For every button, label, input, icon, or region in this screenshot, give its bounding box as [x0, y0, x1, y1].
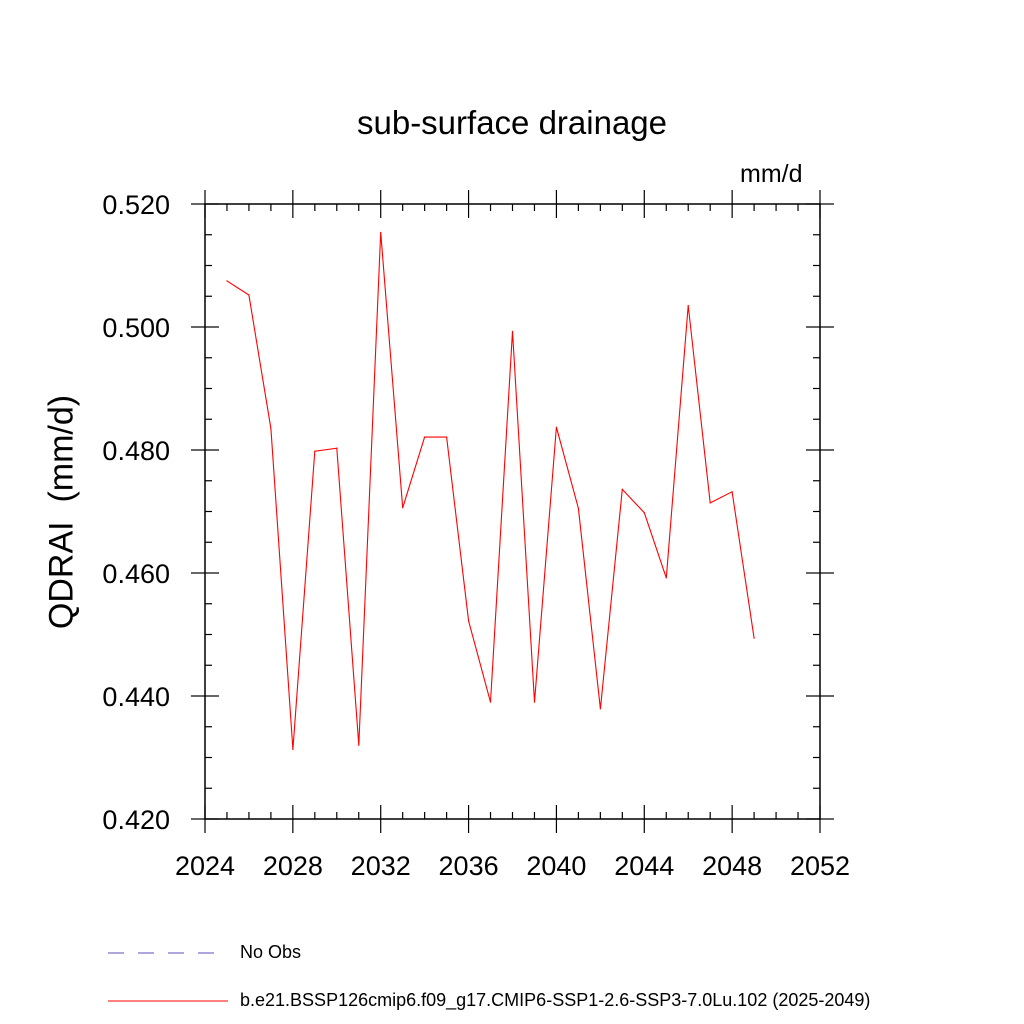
data-point — [665, 577, 667, 579]
data-point — [577, 507, 579, 510]
y-axis-label: QDRAI (mm/d) — [42, 394, 81, 630]
y-tick-label: 0.420 — [102, 805, 170, 835]
series-layer — [226, 231, 755, 751]
data-point — [292, 748, 294, 751]
data-point — [555, 426, 558, 428]
data-point — [731, 491, 733, 493]
data-point — [248, 294, 250, 296]
data-point — [270, 427, 272, 430]
data-point — [314, 450, 316, 452]
legend-label-model: b.e21.BSSP126cmip6.f09_g17.CMIP6-SSP1-2.… — [240, 990, 871, 1010]
data-point — [621, 488, 623, 490]
data-point — [643, 512, 645, 514]
data-point — [467, 620, 470, 622]
axis-ticks — [191, 190, 834, 833]
data-point — [336, 447, 338, 449]
data-point — [511, 330, 514, 332]
y-tick-label: 0.500 — [102, 313, 170, 343]
data-point — [380, 231, 382, 233]
x-tick-label: 2052 — [790, 851, 850, 881]
x-tick-label: 2024 — [175, 851, 235, 881]
chart-title: sub-surface drainage — [356, 104, 668, 141]
data-point — [424, 436, 426, 438]
axis-tick-labels: 2024 2028 2032 2036 2040 2044 2048 2052 0.420 0.4… — [102, 190, 850, 881]
plot-frame — [204, 203, 821, 820]
y-tick-label: 0.520 — [102, 190, 170, 220]
data-point — [687, 304, 689, 307]
series-line-0 — [226, 232, 755, 750]
x-tick-label: 2044 — [614, 851, 674, 881]
x-tick-label: 2048 — [702, 851, 762, 881]
x-tick-label: 2036 — [439, 851, 499, 881]
legend-label-no-obs: No Obs — [240, 942, 302, 962]
y-tick-label: 0.440 — [102, 682, 170, 712]
x-tick-label: 2028 — [263, 851, 323, 881]
data-point — [446, 436, 448, 438]
x-tick-label: 2040 — [526, 851, 586, 881]
data-point — [402, 507, 404, 509]
data-point — [226, 280, 228, 282]
x-tick-label: 2032 — [351, 851, 411, 881]
data-point — [753, 637, 755, 639]
data-point — [709, 502, 711, 504]
y-tick-label: 0.480 — [102, 436, 170, 466]
data-point — [533, 701, 536, 703]
units-label: mm/d — [740, 160, 803, 188]
data-point — [489, 701, 492, 703]
data-point — [599, 708, 601, 710]
data-point — [358, 744, 360, 746]
y-tick-label: 0.460 — [102, 559, 170, 589]
